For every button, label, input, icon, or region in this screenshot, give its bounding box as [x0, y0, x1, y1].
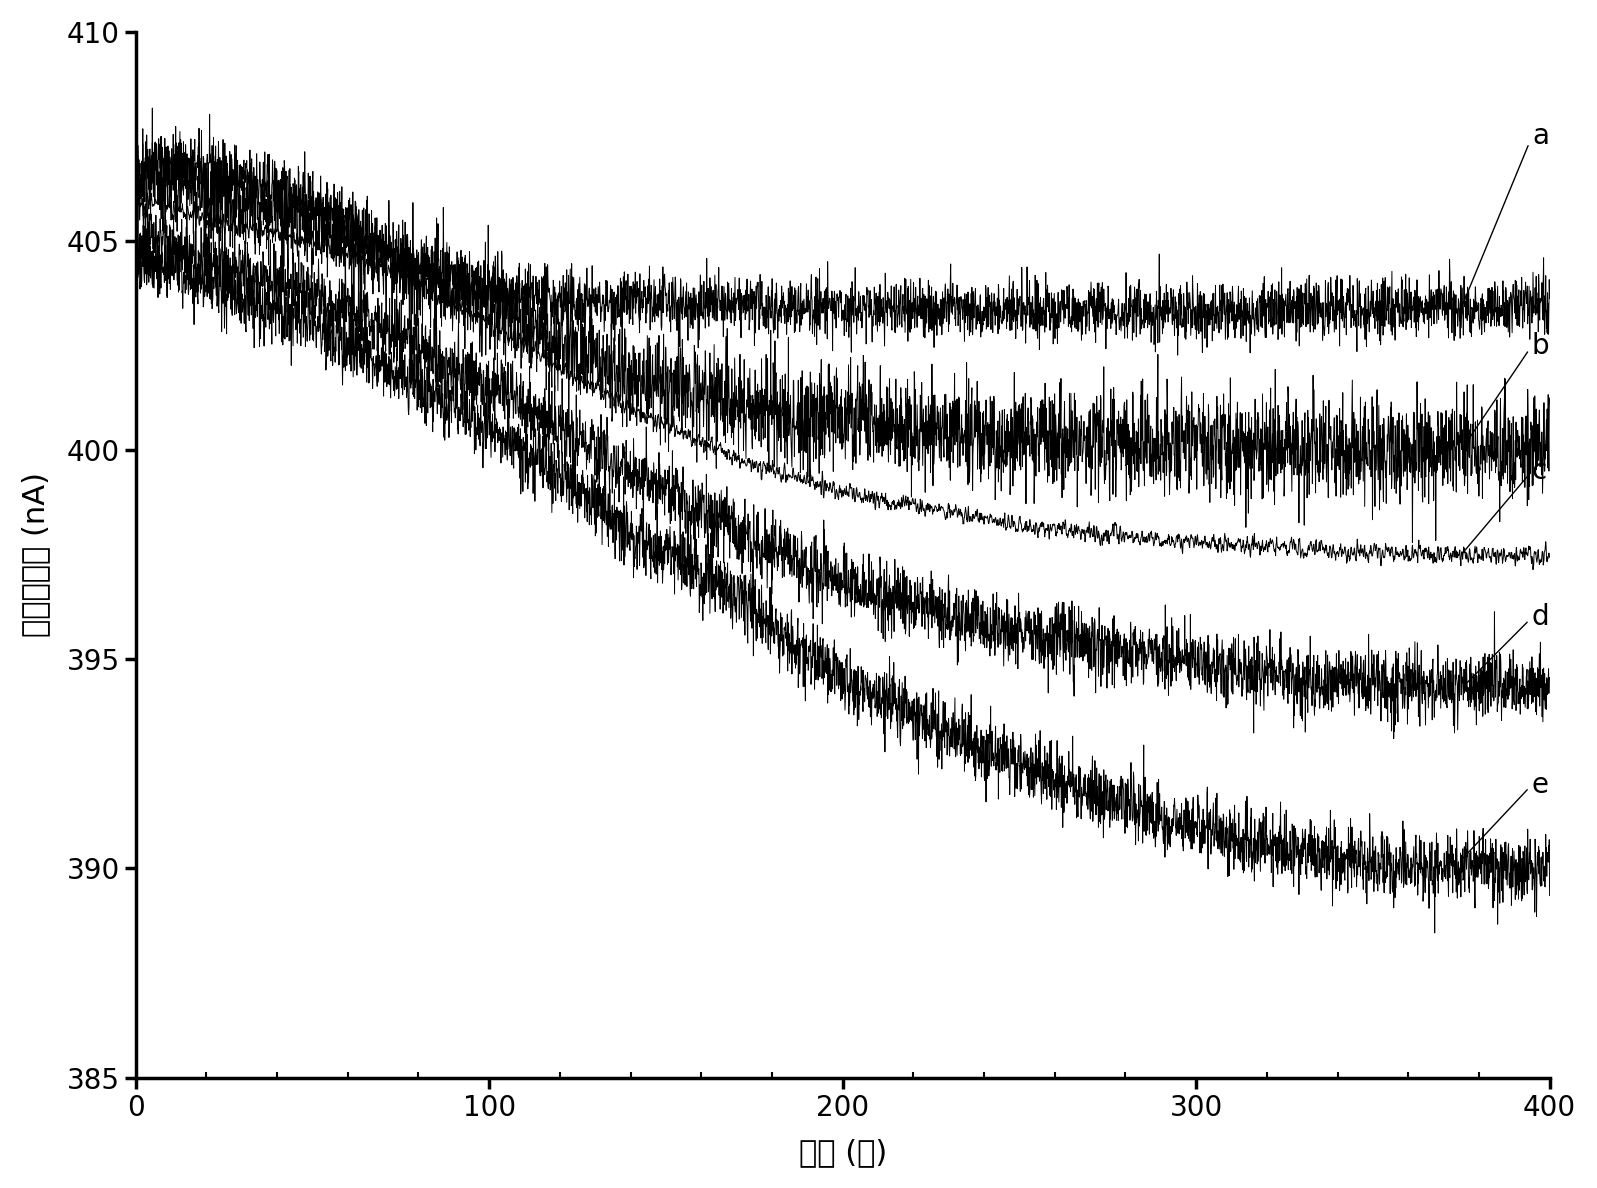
- Y-axis label: 氧电极信号 (nA): 氧电极信号 (nA): [21, 472, 50, 637]
- Text: c: c: [1463, 457, 1547, 552]
- Text: e: e: [1463, 771, 1549, 858]
- X-axis label: 时间 (秒): 时间 (秒): [798, 1138, 886, 1167]
- Text: b: b: [1463, 331, 1549, 448]
- Text: d: d: [1463, 604, 1549, 687]
- Text: a: a: [1463, 122, 1549, 305]
